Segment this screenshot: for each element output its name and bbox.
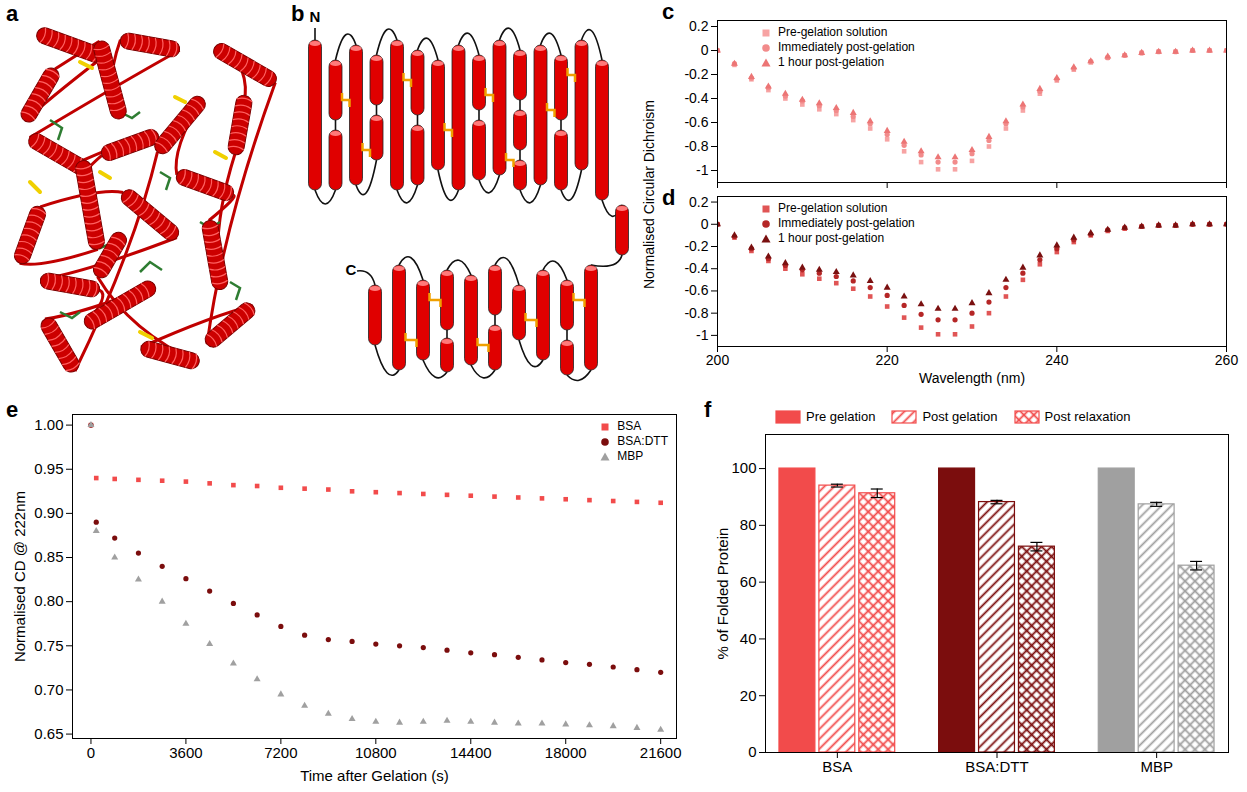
svg-text:0: 0 <box>701 216 709 232</box>
svg-text:-0.2: -0.2 <box>684 238 708 254</box>
svg-text:0.90: 0.90 <box>34 504 63 521</box>
svg-text:240: 240 <box>1045 352 1069 368</box>
svg-text:200: 200 <box>706 352 730 368</box>
svg-text:C: C <box>346 261 357 278</box>
svg-text:18000: 18000 <box>545 744 587 761</box>
svg-text:Wavelength (nm): Wavelength (nm) <box>919 370 1025 386</box>
svg-text:100: 100 <box>731 459 756 476</box>
svg-text:-0.2: -0.2 <box>684 66 708 82</box>
svg-text:0.85: 0.85 <box>34 548 63 565</box>
svg-text:% of Folded Protein: % of Folded Protein <box>714 528 731 660</box>
svg-text:-0.6: -0.6 <box>684 282 708 298</box>
svg-text:N: N <box>310 8 321 25</box>
svg-text:Time after Gelation (s): Time after Gelation (s) <box>300 767 449 784</box>
svg-text:BSA:DTT: BSA:DTT <box>965 758 1028 775</box>
svg-text:21600: 21600 <box>640 744 682 761</box>
html-text:d: d <box>662 185 676 210</box>
html-text:1 hour post-gelation: 1 hour post-gelation <box>778 231 885 245</box>
svg-text:MBP: MBP <box>1140 758 1173 775</box>
svg-text:0.95: 0.95 <box>34 460 63 477</box>
html-text:Pre-gelation solution: Pre-gelation solution <box>778 201 888 215</box>
svg-text:-0.6: -0.6 <box>684 114 708 130</box>
svg-text:80: 80 <box>740 516 757 533</box>
svg-text:-0.8: -0.8 <box>684 138 708 154</box>
html-text:Normalised Circular Dichroism: Normalised Circular Dichroism <box>641 100 657 290</box>
svg-text:0: 0 <box>701 42 709 58</box>
html-text:BSA: BSA <box>617 419 642 433</box>
html-text:Immediately post-gelation: Immediately post-gelation <box>778 40 915 54</box>
svg-text:-0.4: -0.4 <box>684 90 708 106</box>
svg-text:20: 20 <box>740 687 757 704</box>
html-text:f: f <box>704 397 712 422</box>
svg-text:0.80: 0.80 <box>34 592 63 609</box>
svg-text:7200: 7200 <box>264 744 297 761</box>
svg-text:-1: -1 <box>696 327 709 343</box>
svg-text:0.2: 0.2 <box>689 18 709 34</box>
svg-text:220: 220 <box>875 352 899 368</box>
svg-text:14400: 14400 <box>450 744 492 761</box>
html-text:BSA:DTT: BSA:DTT <box>617 434 668 448</box>
svg-text:0.75: 0.75 <box>34 637 63 654</box>
svg-text:BSA: BSA <box>822 758 852 775</box>
html-text:a: a <box>6 1 19 26</box>
html-text:Pre gelation: Pre gelation <box>806 409 876 424</box>
svg-text:0: 0 <box>87 744 95 761</box>
svg-text:3600: 3600 <box>169 744 202 761</box>
svg-text:0.65: 0.65 <box>34 725 63 742</box>
svg-text:-1: -1 <box>696 162 709 178</box>
svg-text:0.70: 0.70 <box>34 681 63 698</box>
svg-text:Normalised CD @ 222nm: Normalised CD @ 222nm <box>11 491 28 662</box>
html-text:MBP: MBP <box>617 449 644 463</box>
svg-text:-0.4: -0.4 <box>684 260 708 276</box>
html-text:Pre-gelation solution: Pre-gelation solution <box>778 25 888 39</box>
html-text:b: b <box>291 1 305 26</box>
html-text:Post gelation: Post gelation <box>922 409 998 424</box>
svg-text:60: 60 <box>740 573 757 590</box>
html-text:e: e <box>6 397 19 422</box>
html-text:Post relaxation: Post relaxation <box>1044 409 1131 424</box>
svg-text:0.2: 0.2 <box>689 194 709 210</box>
html-text:c: c <box>662 0 675 24</box>
svg-text:260: 260 <box>1215 352 1239 368</box>
svg-text:0: 0 <box>748 743 756 760</box>
html-text:1 hour post-gelation: 1 hour post-gelation <box>778 55 885 69</box>
svg-text:10800: 10800 <box>355 744 397 761</box>
svg-text:1.00: 1.00 <box>34 416 63 433</box>
html-text:Immediately post-gelation: Immediately post-gelation <box>778 216 915 230</box>
svg-text:40: 40 <box>740 630 757 647</box>
svg-text:-0.8: -0.8 <box>684 305 708 321</box>
